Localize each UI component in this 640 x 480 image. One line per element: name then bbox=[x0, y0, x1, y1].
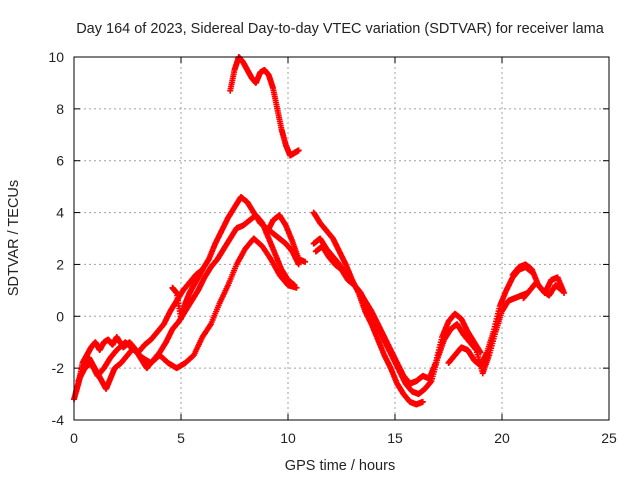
y-tick-label: -4 bbox=[52, 412, 65, 428]
x-tick-label: 15 bbox=[387, 430, 403, 446]
data-point bbox=[199, 266, 206, 273]
x-tick-label: 5 bbox=[177, 430, 185, 446]
series-arc-11 bbox=[169, 266, 206, 322]
y-tick-label: 2 bbox=[56, 256, 64, 272]
x-tick-label: 10 bbox=[280, 430, 296, 446]
chart-title: Day 164 of 2023, Sidereal Day-to-day VTE… bbox=[76, 21, 605, 37]
x-tick-label: 25 bbox=[601, 430, 617, 446]
y-axis-ticks: -4 -2 0 2 4 6 8 10 bbox=[48, 49, 609, 428]
y-tick-label: 8 bbox=[56, 101, 64, 117]
series-arc-4 bbox=[227, 54, 302, 159]
data-point bbox=[419, 398, 426, 405]
y-tick-label: 6 bbox=[56, 153, 64, 169]
series-arc-7 bbox=[312, 243, 531, 398]
plot-frame bbox=[73, 56, 610, 421]
y-tick-label: -2 bbox=[52, 360, 65, 376]
y-tick-label: 0 bbox=[56, 308, 64, 324]
x-tick-label: 20 bbox=[494, 430, 510, 446]
series-arc-12 bbox=[263, 212, 309, 265]
data-point bbox=[293, 284, 300, 291]
data-point bbox=[302, 258, 309, 265]
series-arc-10 bbox=[509, 261, 568, 296]
data-point bbox=[561, 289, 568, 296]
x-tick-label: 0 bbox=[70, 430, 78, 446]
grid bbox=[74, 57, 609, 420]
y-tick-label: 10 bbox=[48, 49, 64, 65]
y-axis-label: SDTVAR / TECUs bbox=[6, 180, 22, 296]
x-axis-label: GPS time / hours bbox=[285, 458, 395, 474]
y-tick-label: 4 bbox=[56, 205, 64, 221]
data-point bbox=[295, 147, 302, 154]
series-arc-3 bbox=[75, 235, 300, 385]
data-points bbox=[71, 54, 568, 408]
x-axis-ticks: 0 5 10 15 20 25 bbox=[70, 57, 617, 446]
